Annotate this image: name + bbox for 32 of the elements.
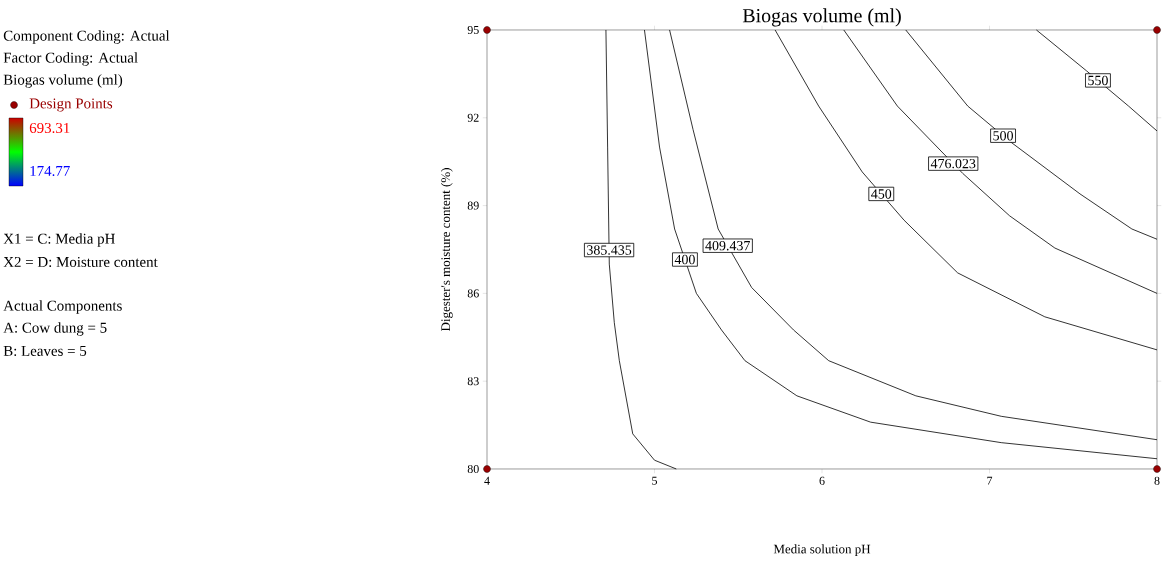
y-tick-label: 83 <box>467 377 479 386</box>
x-tick-label: 8 <box>1154 476 1160 485</box>
text: B: Leaves = 5 <box>3 345 87 356</box>
series-label: 550 <box>1088 75 1108 86</box>
text: X1 = C: Media pH <box>3 233 115 247</box>
x-tick-label: 4 <box>484 476 490 485</box>
series-label: 409.437 <box>705 240 750 251</box>
x-tick-label: 5 <box>652 476 658 485</box>
text: X2 = D: Moisture content <box>3 256 158 268</box>
series-label: 500 <box>993 130 1013 141</box>
text: 693.31 <box>29 122 70 134</box>
y-tick-label: 89 <box>467 201 479 210</box>
text: 174.77 <box>30 165 70 177</box>
series-label: 400 <box>674 254 695 265</box>
text: Actual Components <box>3 300 122 314</box>
text: A: Cow dung = 5 <box>3 322 107 336</box>
y-tick-label: 80 <box>467 464 479 474</box>
x-tick-label: 6 <box>819 476 825 485</box>
legend-label: Design Points <box>29 98 113 112</box>
x-tick-label: 7 <box>987 476 993 485</box>
y-tick-label: 86 <box>467 289 479 298</box>
text: Factor Coding: Actual <box>3 52 138 66</box>
y-tick-label: 95 <box>467 25 479 34</box>
y-tick-label: 92 <box>467 113 479 122</box>
y-axis-title: Digester's moisture content (%) <box>440 168 453 332</box>
text: Biogas volume (ml) <box>3 74 123 88</box>
series-label: 476.023 <box>930 158 976 169</box>
x-axis-title: Media solution pH <box>773 544 871 557</box>
text: Component Coding: Actual <box>3 30 170 44</box>
chart-title: Biogas volume (ml) <box>742 8 901 27</box>
series-label: 450 <box>871 189 892 199</box>
series-label: 385.435 <box>587 245 632 255</box>
